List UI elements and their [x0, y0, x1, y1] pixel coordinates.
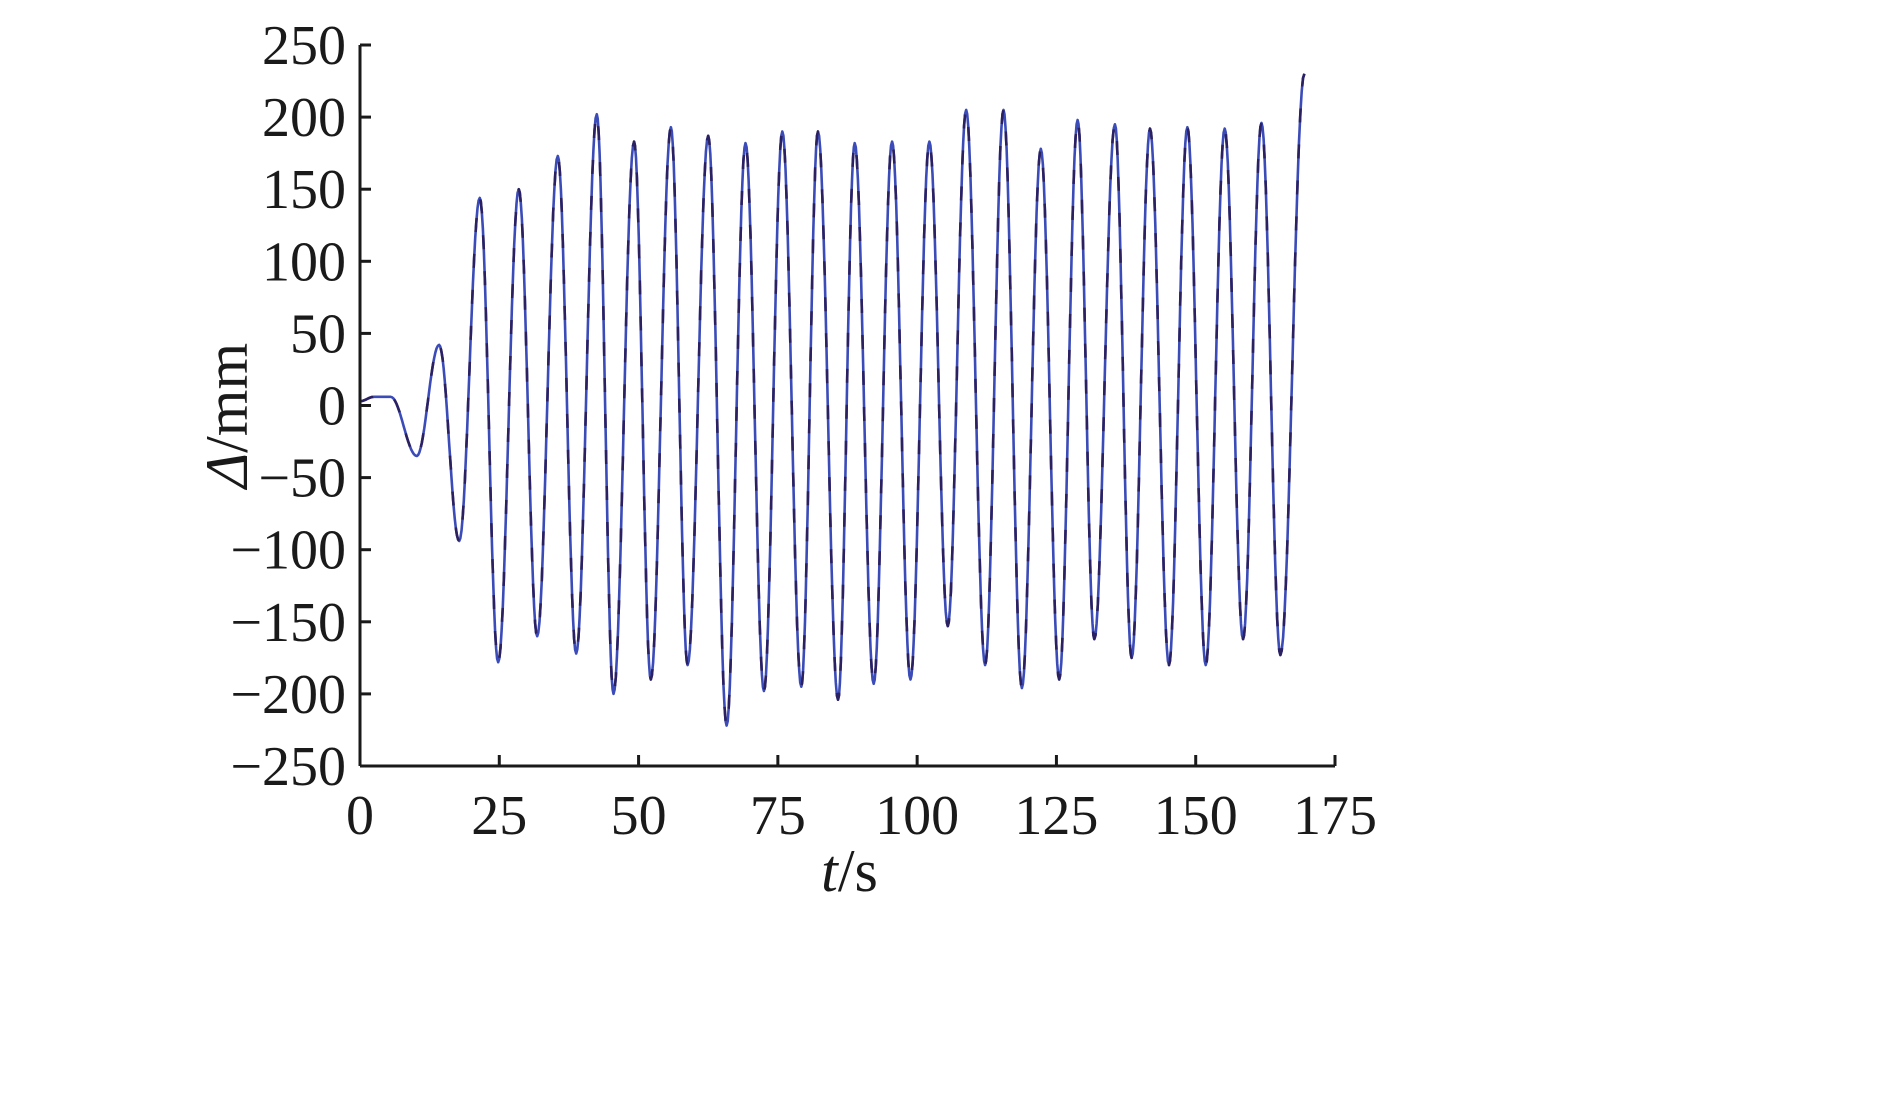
- x-tick-label: 175: [1293, 785, 1377, 847]
- x-tick-label: 25: [471, 785, 527, 847]
- y-tick-label: 150: [262, 159, 346, 221]
- x-tick-label: 150: [1154, 785, 1238, 847]
- y-tick-label: 250: [262, 15, 346, 77]
- y-tick-label: 200: [262, 87, 346, 149]
- y-tick-label: −200: [230, 664, 346, 726]
- x-tick-group: 0 25 50 75 100 125 150 175: [346, 755, 1377, 847]
- x-axis-title-unit: /s: [838, 838, 878, 904]
- y-tick-label: −150: [230, 592, 346, 654]
- x-tick-label: 125: [1014, 785, 1098, 847]
- y-axis-title: Δ/mm: [194, 343, 260, 490]
- y-axis-title-unit: /mm: [194, 343, 260, 453]
- y-tick-label: −100: [230, 520, 346, 582]
- y-tick-group: 250 200 150 100 50 0 −50 −100 −150 −200 −250: [230, 15, 371, 798]
- chart-marks: [359, 73, 1306, 727]
- x-tick-label: 100: [875, 785, 959, 847]
- series-line-dashed: [359, 73, 1306, 727]
- y-tick-label: 100: [262, 231, 346, 293]
- y-tick-label: 50: [290, 303, 346, 365]
- y-axis-title-symbol: Δ: [194, 453, 260, 490]
- x-tick-label: 75: [750, 785, 806, 847]
- x-tick-label: 50: [611, 785, 667, 847]
- y-tick-label: −250: [230, 736, 346, 798]
- y-tick-label: −50: [258, 448, 346, 510]
- y-tick-label: 0: [318, 376, 346, 438]
- x-tick-label: 0: [346, 785, 374, 847]
- x-axis-title: t/s: [821, 838, 878, 904]
- x-axis-title-symbol: t: [821, 838, 839, 904]
